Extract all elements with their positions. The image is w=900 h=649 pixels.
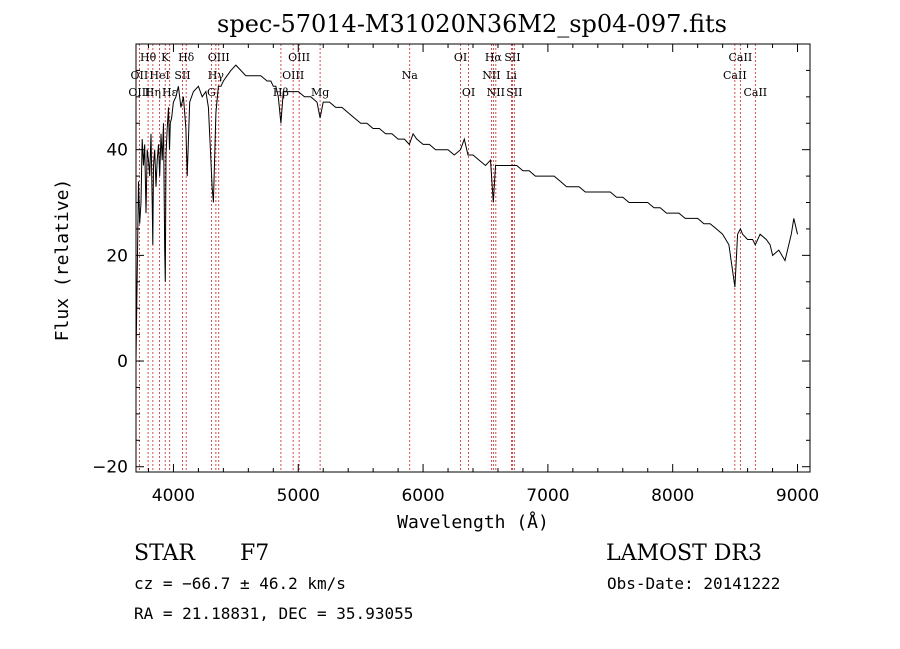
line-label: Hδ — [178, 51, 195, 64]
line-label: Mg — [311, 86, 329, 99]
line-label: Hγ — [208, 69, 225, 82]
object-subclass: F7 — [240, 541, 269, 566]
line-label: OIII — [282, 69, 304, 82]
line-label: OI — [454, 51, 467, 64]
line-label: Hη — [145, 86, 161, 99]
chart-title: spec-57014-M31020N36M2_sp04-097.fits — [217, 10, 727, 38]
line-label: NII — [482, 69, 500, 82]
spectral-line-labels: Hθ OII OIII K HeI Hη Hδ SII Hε OIII Hγ G OIII OIII Hβ M… — [128, 51, 767, 99]
line-label: NII — [487, 86, 505, 99]
x-axis-label: Wavelength (Å) — [397, 511, 549, 533]
spectral-line-markers — [138, 44, 756, 472]
coordinates: RA = 21.18831, DEC = 35.93055 — [134, 604, 413, 623]
line-label: Hα — [485, 51, 503, 64]
line-label: CaII — [723, 69, 747, 82]
x-tick-label: 8000 — [651, 486, 694, 506]
redshift-cz: cz = −66.7 ± 46.2 km/s — [134, 574, 346, 593]
line-label: G — [207, 86, 216, 99]
y-tick-label: 20 — [106, 246, 128, 266]
line-label: OIII — [288, 51, 310, 64]
spectrum-line — [135, 64, 798, 362]
line-label: Hβ — [273, 86, 289, 99]
line-label: Li — [506, 69, 517, 82]
line-label: HeI — [149, 69, 169, 82]
y-tick-label: 0 — [117, 352, 128, 372]
y-tick-label: −20 — [92, 458, 128, 478]
x-tick-label: 4000 — [152, 486, 195, 506]
line-label: CaII — [743, 86, 767, 99]
line-label: Na — [402, 69, 419, 82]
line-label: Hθ — [140, 51, 157, 64]
x-axis-ticks: 4000 5000 6000 7000 8000 9000 — [147, 44, 819, 506]
object-class: STAR — [134, 541, 196, 566]
line-label: K — [161, 51, 170, 64]
x-tick-label: 6000 — [401, 486, 444, 506]
line-label: SII — [504, 51, 520, 64]
line-label: CaII — [729, 51, 753, 64]
line-label: OII — [131, 69, 149, 82]
line-label: OIII — [128, 86, 150, 99]
line-label: OI — [462, 86, 475, 99]
plot-frame — [135, 43, 811, 473]
line-label: SII — [506, 86, 522, 99]
observation-date: Obs-Date: 20141222 — [607, 574, 780, 593]
line-label: OIII — [208, 51, 230, 64]
survey-name: LAMOST DR3 — [606, 541, 762, 566]
line-label: SII — [174, 69, 190, 82]
x-tick-label: 9000 — [776, 486, 819, 506]
y-tick-label: 40 — [106, 141, 128, 161]
line-label: Hε — [162, 86, 178, 99]
x-tick-label: 5000 — [277, 486, 320, 506]
y-axis-label: Flux (relative) — [52, 179, 73, 342]
y-axis-ticks: −20 0 20 40 — [92, 43, 810, 478]
x-tick-label: 7000 — [526, 486, 569, 506]
